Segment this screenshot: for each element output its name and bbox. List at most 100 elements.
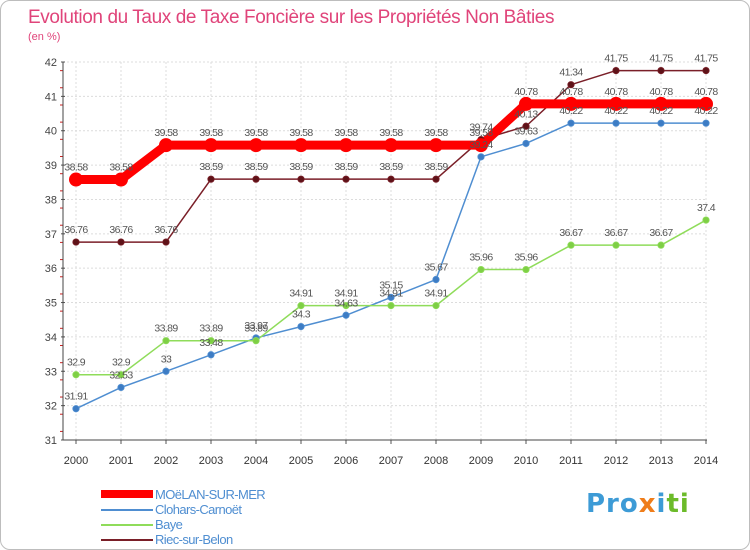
- legend-item-riec: Riec-sur-Belon: [101, 532, 361, 547]
- legend-label-moelan: MOëLAN-SUR-MER: [155, 487, 266, 502]
- data-label-2-3: 33.89: [199, 323, 223, 335]
- data-label-3-12: 41.75: [604, 53, 628, 65]
- point-3-1: [117, 238, 125, 246]
- data-label-0-0: 38.58: [64, 162, 88, 174]
- point-3-14: [702, 66, 710, 75]
- point-0-1: [114, 172, 128, 187]
- data-label-1-13: 40.22: [649, 105, 673, 117]
- data-label-2-4: 33.89: [244, 323, 268, 335]
- x-tick-label: 2012: [604, 455, 628, 467]
- point-1-12: [612, 119, 620, 127]
- data-label-0-8: 39.58: [424, 127, 448, 139]
- point-3-3: [207, 175, 215, 183]
- x-tick-label: 2014: [694, 455, 718, 467]
- y-tick-label: 37: [45, 229, 57, 241]
- data-label-2-5: 34.91: [289, 288, 313, 300]
- point-0-11: [564, 96, 578, 111]
- point-1-9: [477, 153, 485, 161]
- point-2-10: [522, 265, 530, 274]
- data-label-3-6: 38.59: [334, 161, 358, 173]
- y-tick-label: 32: [45, 401, 57, 413]
- x-tick-label: 2005: [289, 455, 313, 467]
- point-1-1: [117, 383, 125, 392]
- point-0-14: [699, 96, 713, 111]
- data-label-3-8: 38.59: [424, 161, 448, 173]
- point-2-9: [477, 265, 485, 274]
- data-label-2-1: 32.9: [112, 357, 131, 369]
- data-label-1-1: 32.53: [109, 369, 133, 381]
- grid: [63, 61, 707, 441]
- point-2-3: [207, 337, 215, 345]
- point-1-2: [162, 367, 170, 375]
- y-tick-label: 41: [45, 91, 57, 103]
- data-label-3-9: 39.74: [469, 122, 493, 134]
- data-label-3-3: 38.59: [199, 161, 223, 173]
- point-1-11: [567, 119, 575, 127]
- point-2-2: [162, 337, 170, 345]
- point-3-10: [522, 122, 530, 130]
- legend-swatch-baye: [101, 524, 153, 526]
- data-label-0-5: 39.58: [289, 127, 313, 139]
- point-2-13: [657, 241, 665, 249]
- point-0-12: [609, 96, 623, 111]
- data-label-1-6: 34.63: [334, 297, 358, 309]
- point-0-0: [69, 172, 83, 187]
- point-2-12: [612, 241, 620, 249]
- point-1-8: [432, 275, 440, 284]
- x-tick-label: 2000: [64, 455, 88, 467]
- y-unit-label: (en %): [28, 31, 61, 43]
- data-label-1-7: 35.15: [379, 279, 403, 291]
- data-label-3-14: 41.75: [694, 53, 718, 65]
- y-tick-label: 38: [45, 194, 57, 206]
- data-label-2-14: 37.4: [697, 202, 716, 214]
- data-label-1-12: 40.22: [604, 105, 628, 117]
- data-label-3-2: 36.76: [154, 224, 178, 236]
- data-label-1-2: 33: [161, 353, 172, 365]
- data-label-1-3: 33.48: [199, 337, 223, 349]
- data-label-3-13: 41.75: [649, 53, 673, 65]
- legend-item-clohars: Clohars-Carnoët: [101, 502, 361, 517]
- data-label-3-7: 38.59: [379, 161, 403, 173]
- point-2-0: [72, 371, 80, 379]
- data-labels: 38.58 38.58 39.58 39.58 39.58 39.58 39.58 39.58…: [64, 53, 719, 403]
- point-3-2: [162, 238, 170, 246]
- data-label-2-8: 34.91: [424, 288, 448, 300]
- point-1-10: [522, 139, 530, 148]
- data-label-1-11: 40.22: [559, 105, 583, 117]
- data-label-1-9: 39.24: [469, 139, 493, 151]
- data-label-0-10: 40.78: [514, 86, 538, 98]
- point-1-14: [702, 119, 710, 127]
- point-0-2: [159, 138, 173, 153]
- y-tick-label: 33: [45, 366, 57, 378]
- point-3-5: [297, 175, 305, 183]
- data-label-2-6: 34.91: [334, 288, 358, 300]
- legend-label-riec: Riec-sur-Belon: [155, 532, 233, 547]
- point-2-4: [252, 337, 260, 345]
- point-0-4: [249, 138, 263, 153]
- data-label-1-10: 39.63: [514, 125, 538, 137]
- x-tick-label: 2011: [559, 455, 583, 467]
- point-2-6: [342, 302, 350, 310]
- data-label-2-2: 33.89: [154, 323, 178, 335]
- x-tick-label: 2004: [244, 455, 268, 467]
- x-tick-label: 2010: [514, 455, 538, 467]
- y-tick-label: 40: [45, 126, 57, 138]
- data-label-2-10: 35.96: [514, 252, 538, 264]
- data-label-1-4: 33.97: [244, 320, 268, 332]
- x-tick-label: 2009: [469, 455, 493, 467]
- y-tick-label: 34: [45, 332, 57, 344]
- point-3-8: [432, 175, 440, 183]
- data-label-2-7: 34.91: [379, 288, 403, 300]
- point-3-7: [387, 175, 395, 183]
- point-1-6: [342, 311, 350, 319]
- legend-swatch-clohars: [101, 509, 153, 511]
- data-label-0-7: 39.58: [379, 127, 403, 139]
- data-label-0-3: 39.58: [199, 127, 223, 139]
- data-label-1-5: 34.3: [292, 309, 311, 321]
- legend-swatch-riec: [101, 539, 153, 541]
- x-tick-label: 2008: [424, 455, 448, 467]
- data-label-2-9: 35.96: [469, 252, 493, 264]
- legend-swatch-moelan: [101, 490, 153, 498]
- data-label-0-1: 38.58: [109, 162, 133, 174]
